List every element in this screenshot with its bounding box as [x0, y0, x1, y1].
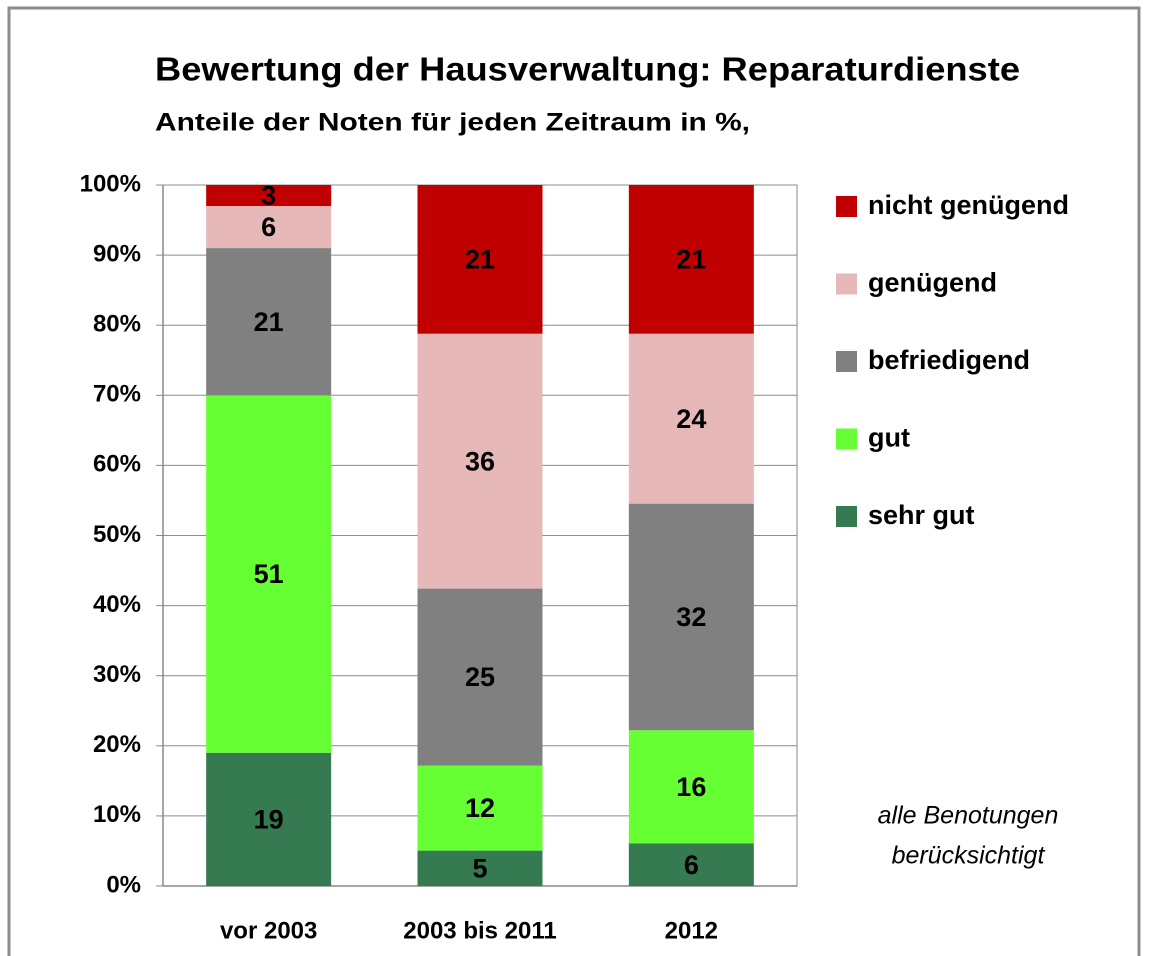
data-label: 21 [254, 307, 284, 337]
bar-segment [206, 395, 332, 753]
bar-segment [628, 185, 754, 334]
y-tick-label: 30% [93, 661, 141, 688]
frame [7, 6, 1141, 956]
data-label: 21 [465, 244, 495, 274]
legend-label: genügend [868, 268, 997, 298]
data-label: 36 [465, 446, 495, 476]
legend-label: befriedigend [868, 345, 1030, 375]
data-label: 5 [472, 853, 487, 883]
legend-swatch [836, 506, 857, 527]
data-label: 19 [254, 805, 284, 835]
x-tick-label: 2003 bis 2011 [403, 917, 556, 944]
legend-swatch [836, 351, 857, 372]
bar-segment [206, 185, 332, 207]
data-label: 51 [254, 559, 284, 589]
bar-segment [417, 765, 543, 851]
y-tick-label: 90% [93, 240, 141, 267]
y-tick-label: 60% [93, 451, 141, 478]
y-tick-label: 100% [80, 170, 141, 197]
bar-segment [628, 333, 754, 504]
bar-segment [417, 185, 543, 334]
bar-segment [417, 850, 543, 886]
x-tick-label: 2012 [665, 917, 718, 944]
data-label: 16 [676, 772, 706, 802]
bar-segment [206, 752, 332, 886]
y-tick-label: 10% [93, 801, 141, 828]
legend-label: nicht genügend [868, 190, 1069, 220]
bar-segment [206, 248, 332, 396]
y-tick-label: 0% [106, 871, 141, 898]
annotation: alle Benotungen [878, 802, 1059, 830]
data-label: 32 [676, 602, 706, 632]
y-tick-label: 80% [93, 311, 141, 338]
bar-segment [206, 206, 332, 249]
data-label: 6 [684, 850, 699, 880]
legend-swatch [836, 196, 857, 217]
data-label: 25 [465, 662, 495, 692]
data-label: 3 [261, 181, 276, 211]
data-label: 6 [261, 212, 276, 242]
legend-label: sehr gut [868, 500, 975, 530]
y-tick-label: 40% [93, 591, 141, 618]
y-tick-label: 20% [93, 731, 141, 758]
annotation: berücksichtigt [892, 842, 1046, 870]
y-tick-label: 70% [93, 381, 141, 408]
legend-swatch [836, 428, 857, 450]
bar-segment [628, 730, 754, 844]
x-tick-label: vor 2003 [220, 917, 317, 944]
legend-label: gut [868, 423, 910, 453]
chart-subtitle: Anteile der Noten für jeden Zeitraum in … [155, 109, 750, 137]
y-tick-label: 50% [93, 521, 141, 548]
data-label: 12 [465, 793, 495, 823]
legend-swatch [836, 273, 857, 295]
data-label: 24 [676, 404, 706, 434]
chart-title: Bewertung der Hausverwaltung: Reparaturd… [155, 51, 1020, 88]
data-label: 21 [676, 244, 706, 274]
bar-segment [417, 588, 543, 766]
bar-segment [628, 503, 754, 731]
bar-segment [417, 333, 543, 589]
bar-segment [628, 843, 754, 886]
